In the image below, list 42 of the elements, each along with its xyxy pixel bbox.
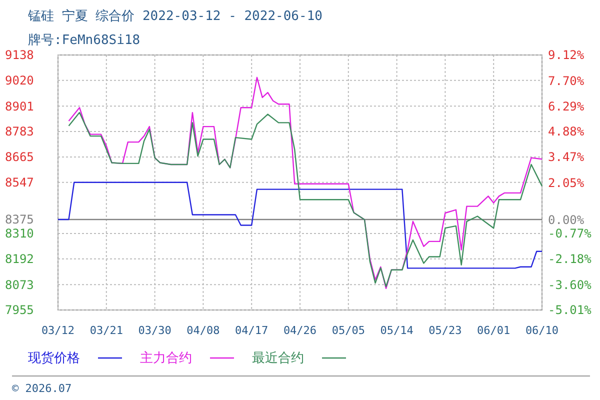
x-tick-label: 03/12 [41, 324, 75, 337]
x-tick-label: 03/21 [90, 324, 123, 337]
y2-tick-label: -0.77% [548, 226, 592, 241]
y-tick-label: 8547 [5, 176, 34, 190]
y-tick-label: 7955 [5, 303, 34, 318]
text: © 2026.07 [12, 382, 72, 395]
x-tick-label: 05/23 [428, 324, 462, 337]
x-tick-label: 04/17 [235, 324, 268, 337]
line-series [68, 112, 543, 288]
y2-tick-label: 0.00% [548, 212, 585, 227]
x-tick-label: 05/05 [332, 324, 365, 337]
x-tick-label: 06/10 [525, 324, 559, 337]
chart-subtitle: 牌号:FeMn68Si18 [28, 33, 140, 48]
y-tick-label: 8375 [5, 212, 34, 227]
x-tick-label: 04/08 [186, 324, 220, 337]
y2-tick-label: 7.70% [548, 74, 585, 88]
y-tick-label: 8901 [5, 99, 34, 114]
y-tick-label: 9020 [5, 74, 34, 88]
y2-tick-label: 4.88% [548, 124, 585, 139]
y-tick-label: 8310 [5, 226, 34, 241]
line-series [57, 182, 543, 269]
x-tick-label: 03/30 [138, 324, 172, 337]
legend-label: 最近合约 [252, 351, 304, 366]
y2-tick-label: 9.12% [548, 48, 585, 62]
legend-label: 现货价格 [28, 351, 80, 366]
y-tick-label: 8665 [5, 150, 34, 164]
y2-tick-label: 2.05% [548, 176, 585, 190]
x-tick-label: 06/01 [477, 324, 510, 337]
y-tick-label: 8783 [5, 124, 34, 139]
chart-title: 锰硅 宁夏 综合价 2022-03-12 - 2022-06-10 [27, 8, 322, 24]
y2-tick-label: 6.29% [548, 99, 585, 114]
legend-label: 主力合约 [140, 350, 192, 366]
y2-tick-label: -3.60% [548, 278, 592, 292]
y2-tick-label: -2.18% [548, 252, 592, 266]
y-tick-label: 8073 [5, 278, 34, 292]
x-tick-label: 04/26 [283, 324, 317, 337]
y2-tick-label: 3.47% [548, 150, 585, 164]
y2-tick-label: -5.01% [548, 303, 592, 318]
x-tick-label: 05/14 [380, 324, 414, 337]
line-series [68, 76, 543, 290]
y-tick-label: 9138 [5, 48, 34, 62]
y-tick-label: 8192 [5, 252, 34, 266]
